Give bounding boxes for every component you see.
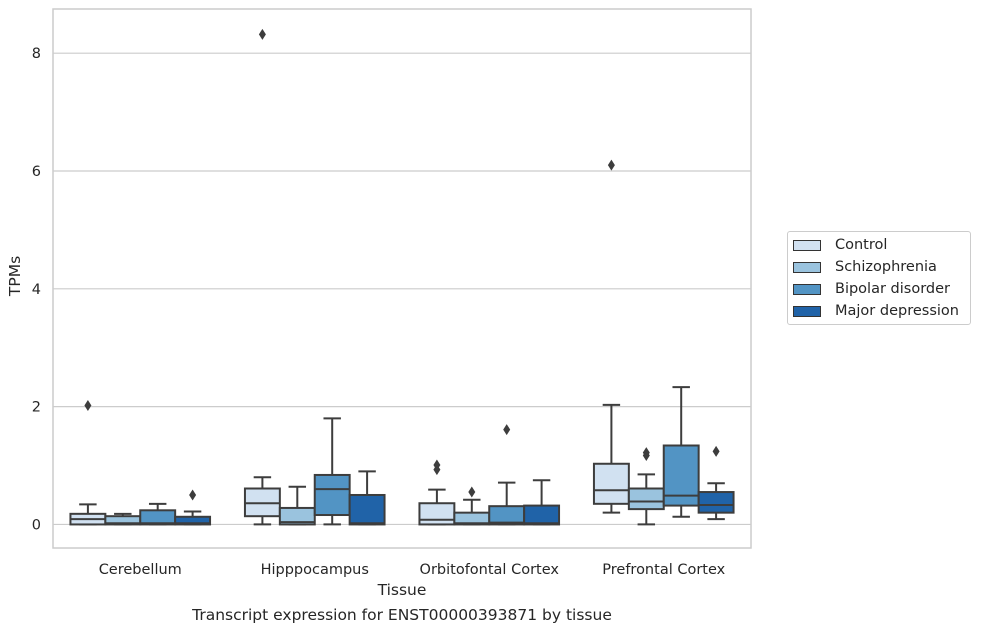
- box-prefrontal-cortex-control: [592, 159, 630, 514]
- legend-swatch-control: [793, 239, 821, 251]
- legend-label-bipolar-disorder: Bipolar disorder: [835, 281, 950, 297]
- legend-label-schizophrenia: Schizophrenia: [835, 259, 937, 275]
- box-iqr: [627, 487, 665, 511]
- box-iqr: [348, 493, 386, 526]
- legend-item-schizophrenia: Schizophrenia: [793, 257, 937, 277]
- outlier-point: [607, 159, 615, 171]
- box-iqr: [313, 473, 351, 517]
- figure-caption: Transcript expression for ENST0000039387…: [192, 606, 612, 624]
- x-tick-labels: Cerebellum Hipppocampus Orbitofontal Corte…: [99, 562, 726, 578]
- box-cerebellum-bipolar-disorder: [139, 502, 177, 526]
- x-tick-label-cerebellum: Cerebellum: [99, 562, 182, 578]
- box-cerebellum-major-depression: [174, 489, 212, 526]
- box-iqr: [418, 502, 456, 526]
- box-iqr: [697, 491, 735, 514]
- legend-swatch-major-depression: [793, 305, 821, 317]
- box-orbitofontal-cortex-bipolar-disorder: [488, 424, 526, 526]
- outlier-point: [712, 445, 720, 457]
- outlier-point: [468, 486, 476, 498]
- legend-item-bipolar-disorder: Bipolar disorder: [793, 279, 950, 299]
- outlier-point: [642, 447, 650, 459]
- box-orbitofontal-cortex-major-depression: [523, 479, 561, 526]
- outlier-point: [189, 489, 197, 501]
- plot-frame: [52, 8, 752, 549]
- x-tick-label-orbitofontal-cortex: Orbitofontal Cortex: [420, 562, 560, 578]
- box-iqr: [278, 506, 316, 526]
- box-orbitofontal-cortex-control: [418, 459, 456, 526]
- legend-item-major-depression: Major depression: [793, 301, 959, 321]
- outlier-point: [503, 424, 511, 436]
- box-hipppocampus-major-depression: [348, 470, 386, 526]
- x-axis-label: Tissue: [377, 581, 427, 599]
- box-cerebellum-schizophrenia: [104, 512, 142, 526]
- outlier-point: [84, 399, 92, 411]
- box-prefrontal-cortex-schizophrenia: [627, 447, 665, 526]
- box-prefrontal-cortex-bipolar-disorder: [662, 386, 700, 518]
- gridlines: [53, 52, 751, 526]
- box-cerebellum-control: [69, 399, 107, 526]
- legend-swatch-schizophrenia: [793, 261, 821, 273]
- box-hipppocampus-schizophrenia: [278, 485, 316, 526]
- y-tick-label-0: 0: [32, 517, 41, 533]
- box-iqr: [592, 462, 630, 505]
- y-tick-labels: 0 2 4 6 8: [32, 46, 41, 533]
- legend-swatch-bipolar-disorder: [793, 283, 821, 295]
- x-tick-label-prefrontal-cortex: Prefrontal Cortex: [602, 562, 725, 578]
- y-axis-label: TPMs: [6, 256, 24, 297]
- y-tick-label-6: 6: [32, 164, 41, 180]
- box-hipppocampus-control: [243, 28, 281, 526]
- box-iqr: [174, 515, 212, 526]
- box-iqr: [523, 504, 561, 526]
- box-orbitofontal-cortex-schizophrenia: [453, 486, 491, 526]
- boxes: [69, 28, 735, 526]
- outlier-point: [258, 28, 266, 40]
- legend: Control Schizophrenia Bipolar disorder M…: [787, 231, 971, 325]
- x-tick-label-hipppocampus: Hipppocampus: [261, 562, 369, 578]
- y-tick-label-8: 8: [32, 46, 41, 62]
- legend-label-control: Control: [835, 237, 888, 253]
- outlier-point: [433, 459, 441, 471]
- y-tick-label-4: 4: [32, 282, 41, 298]
- legend-item-control: Control: [793, 235, 887, 255]
- y-tick-label-2: 2: [32, 400, 41, 416]
- legend-label-major-depression: Major depression: [835, 303, 959, 319]
- box-iqr: [662, 444, 700, 507]
- box-prefrontal-cortex-major-depression: [697, 445, 735, 521]
- box-hipppocampus-bipolar-disorder: [313, 417, 351, 526]
